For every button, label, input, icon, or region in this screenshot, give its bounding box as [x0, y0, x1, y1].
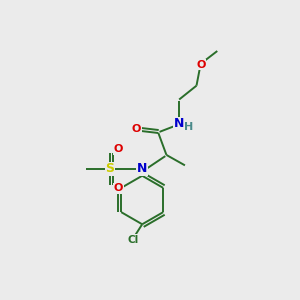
Text: O: O — [114, 184, 123, 194]
Text: N: N — [137, 162, 147, 175]
Text: O: O — [196, 60, 206, 70]
Text: H: H — [184, 122, 194, 132]
Text: O: O — [132, 124, 141, 134]
Text: N: N — [174, 117, 184, 130]
Text: Cl: Cl — [128, 235, 139, 245]
Text: S: S — [105, 162, 114, 175]
Text: O: O — [114, 144, 123, 154]
